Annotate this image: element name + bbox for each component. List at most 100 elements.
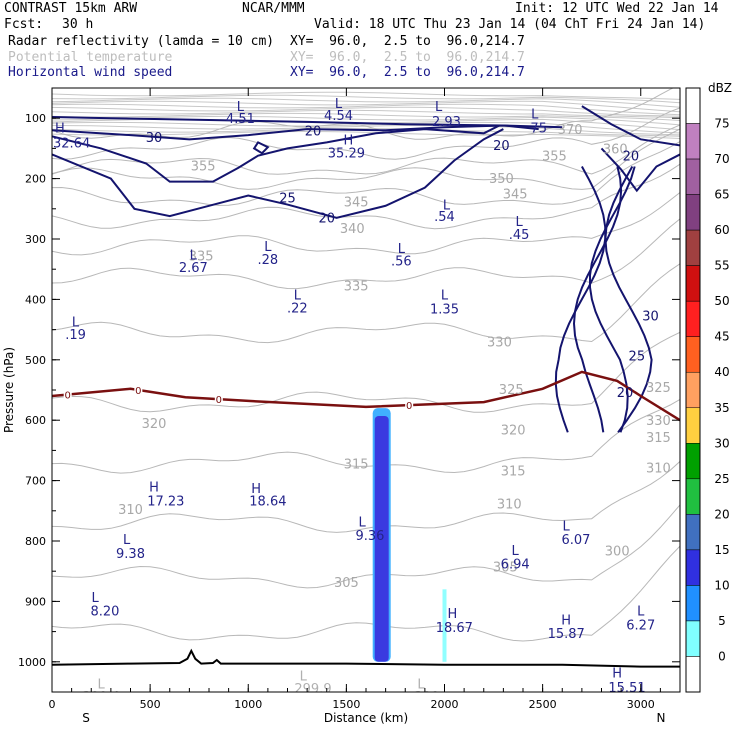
extremum-type: H — [149, 481, 159, 496]
strat-isentrope — [52, 130, 680, 139]
isotherm-label-bg — [214, 394, 223, 405]
isotherm-label-bg — [134, 385, 143, 395]
wind-label: 30 — [642, 310, 659, 325]
forecast-hour: 30 h — [62, 17, 94, 32]
isentrope-label: 315 — [501, 464, 526, 479]
extremum-value: 18.67 — [436, 621, 473, 636]
extremum-type: L — [441, 289, 449, 304]
wind-label: 20 — [305, 124, 322, 139]
strat-isentrope — [52, 112, 680, 121]
wind-contour — [600, 147, 680, 193]
extremum-type: L — [123, 533, 131, 548]
isentrope-label: 355 — [542, 150, 567, 165]
isentrope-label: 335 — [344, 280, 369, 295]
extremum-value: 35.29 — [328, 147, 365, 162]
extremum-type: L — [398, 242, 406, 257]
colorbar-label: 15 — [714, 543, 729, 557]
isentrope-325 — [52, 263, 680, 344]
valid-time: Valid: 18 UTC Thu 23 Jan 14 (04 ChT Fri … — [314, 17, 706, 32]
isentrope-label: 355 — [191, 159, 216, 174]
colorbar-cell-35 — [685, 407, 701, 444]
x-tick-label: 2000 — [431, 698, 459, 711]
colorbar-label: 35 — [714, 401, 729, 415]
y-tick-label: 500 — [25, 354, 46, 367]
extremum-type: H — [447, 607, 457, 622]
colorbar-label: 40 — [714, 365, 729, 379]
strat-isentrope — [52, 109, 680, 119]
extremum-value: 15.87 — [548, 627, 585, 642]
wind-label: 30 — [146, 131, 163, 146]
strat-isentrope — [52, 106, 680, 117]
isentrope-300 — [52, 545, 680, 642]
extremum-type: L — [294, 289, 302, 304]
wind-contour — [52, 124, 539, 141]
wind-contour-right — [572, 166, 623, 433]
colorbar-label: 45 — [714, 330, 729, 344]
y-tick-label: 600 — [25, 414, 46, 427]
extremum-type: L — [190, 249, 198, 264]
extremum-value: 32.64 — [53, 136, 90, 151]
extremum-value: .54 — [434, 210, 455, 225]
strat-isentrope — [52, 128, 680, 137]
colorbar-label: 25 — [714, 472, 729, 486]
y-tick-label: 700 — [25, 475, 46, 488]
forecast-label: Fcst: — [4, 17, 44, 32]
isentrope-label: 320 — [501, 423, 526, 438]
colorbar-label: 30 — [714, 436, 729, 450]
extremum-type: L — [264, 240, 272, 255]
field-wind-name: Horizontal wind speed — [8, 65, 173, 80]
wind-contour-right — [604, 166, 653, 433]
terrain-line — [52, 648, 680, 668]
extremum-value: 1.35 — [430, 302, 459, 317]
extremum-value: 2.67 — [179, 261, 208, 276]
x-tick-label: 1000 — [234, 698, 262, 711]
colorbar-cell-55 — [685, 265, 701, 302]
extremum-value: 300 — [414, 690, 439, 705]
extremum-type: H — [55, 121, 65, 136]
isentrope-label: 335 — [189, 249, 214, 264]
colorbar-label: 65 — [714, 188, 729, 202]
strat-isentrope — [52, 94, 680, 104]
extremum-type: H — [343, 133, 353, 148]
colorbar-label: 75 — [714, 117, 729, 131]
field-theta-name: Potential temperature — [8, 50, 173, 65]
isentrope-label: 310 — [646, 461, 671, 476]
extremum-type: L — [435, 100, 443, 115]
reflectivity-cell-weak — [442, 589, 447, 662]
extremum-type: L — [515, 215, 523, 230]
zero-isotherm-label: 0 — [65, 391, 71, 402]
extremum-type: H — [561, 614, 571, 629]
wind-contour — [52, 124, 500, 183]
isentrope-label: 330 — [487, 336, 512, 351]
extremum-value: .19 — [65, 328, 86, 343]
isentrope-310 — [52, 461, 680, 533]
wind-contour-right — [554, 166, 607, 433]
colorbar-cell-60 — [685, 229, 701, 266]
isentrope-305 — [52, 504, 680, 589]
colorbar-cell-20 — [685, 514, 701, 551]
strat-isentrope — [52, 121, 680, 134]
extremum-type: L — [637, 604, 645, 619]
y-tick-label: 300 — [25, 233, 46, 246]
x-tick-label: 2500 — [529, 698, 557, 711]
isentrope-label: 360 — [603, 142, 628, 157]
extremum-value: .28 — [258, 253, 279, 268]
isentrope-label: 305 — [334, 576, 359, 591]
extremum-value: 9.36 — [355, 529, 384, 544]
extremum-value: 18.64 — [249, 495, 286, 510]
colorbar-cell-25 — [685, 478, 701, 515]
colorbar-label: 55 — [714, 259, 729, 273]
extremum-type: L — [300, 670, 308, 685]
extremum-value: 4.54 — [324, 109, 353, 124]
x-tick-label: 0 — [49, 698, 56, 711]
isentrope-330 — [52, 218, 680, 290]
colorbar-cell-65 — [685, 194, 701, 231]
wind-label: 25 — [629, 350, 646, 365]
extremum-value: 4.51 — [226, 112, 255, 127]
colorbar-cell-45 — [685, 336, 701, 373]
isentrope-360 — [52, 107, 680, 160]
colorbar-top-cell — [685, 87, 701, 124]
extremum-type: L — [358, 516, 366, 531]
colorbar-label: 50 — [714, 294, 729, 308]
y-tick-label: 900 — [25, 595, 46, 608]
